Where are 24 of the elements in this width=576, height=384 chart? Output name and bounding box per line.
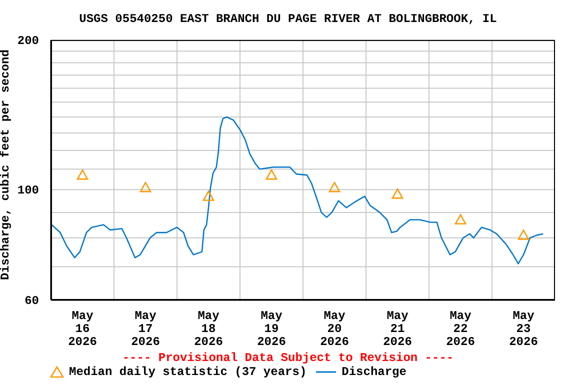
y-tick-label: 200 <box>17 34 39 48</box>
y-tick-label: 100 <box>17 184 39 198</box>
y-tick-label: 60 <box>24 294 39 308</box>
line-series <box>51 116 544 264</box>
x-tick-label: May 18 2026 <box>194 309 223 349</box>
legend-label: Median daily statistic (37 years) <box>69 365 307 379</box>
x-tick-label: May 19 2026 <box>257 309 286 349</box>
point <box>140 182 152 192</box>
point <box>76 169 88 180</box>
point <box>392 188 404 199</box>
text: ---- Provisional Data Subject to Revision ---- <box>121 351 455 365</box>
point <box>454 214 466 224</box>
point <box>266 169 278 180</box>
x-tick-label: May 16 2026 <box>68 309 97 349</box>
x-tick-label: May 20 2026 <box>320 309 349 349</box>
point <box>202 190 214 201</box>
x-tick-label: May 22 2026 <box>446 309 475 349</box>
x-tick-label: May 17 2026 <box>131 309 160 349</box>
x-tick-label: May 21 2026 <box>383 309 412 349</box>
legend-label: Discharge <box>342 365 406 379</box>
chart-title: USGS 05540250 EAST BRANCH DU PAGE RIVER AT BOLINGBROOK, IL <box>78 12 498 26</box>
point <box>328 182 340 192</box>
x-tick-label: May 23 2026 <box>509 309 538 349</box>
point <box>518 230 530 240</box>
